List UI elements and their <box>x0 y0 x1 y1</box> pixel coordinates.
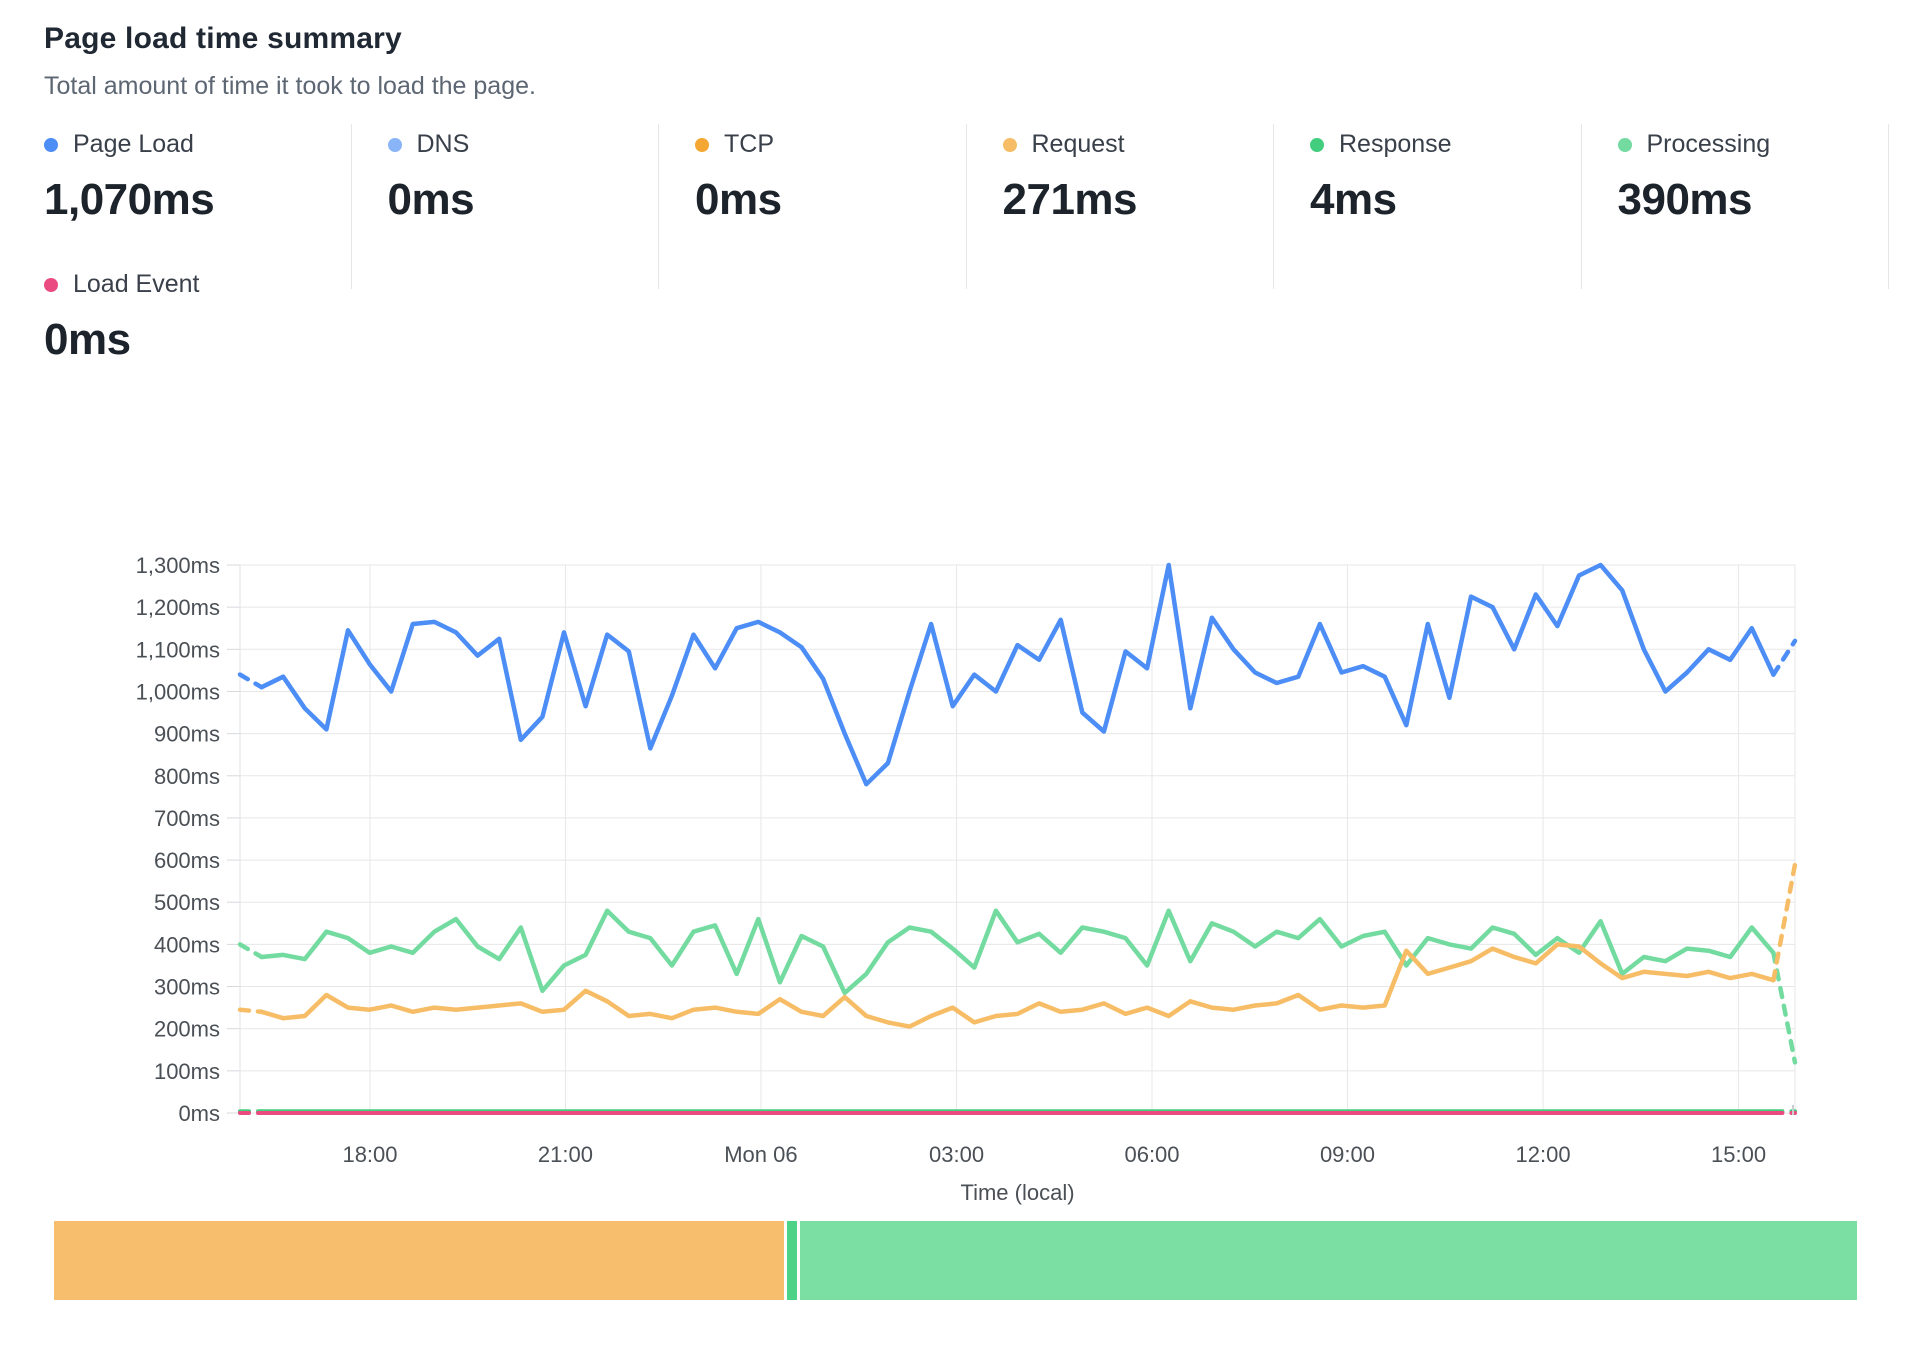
series-processing <box>259 908 1776 996</box>
processing-legend-dot-icon <box>1617 137 1632 152</box>
y-tick-label: 1,200ms <box>136 595 220 620</box>
metric-value: 0ms <box>695 175 782 224</box>
x-tick-label: 12:00 <box>1516 1142 1571 1167</box>
metric-page-load[interactable]: Page Load 1,070ms <box>44 124 352 289</box>
series-page-load-start-dash <box>237 672 264 690</box>
metric-dns[interactable]: DNS 0ms <box>352 124 659 289</box>
metric-label: Processing <box>1646 130 1771 158</box>
page-subtitle: Total amount of time it took to load the… <box>44 72 536 100</box>
metric-label: Load Event <box>73 270 200 298</box>
metric-label: Request <box>1031 130 1125 158</box>
metric-load-event[interactable]: Load Event 0ms <box>44 264 352 365</box>
metric-tcp[interactable]: TCP 0ms <box>659 124 967 289</box>
chart-svg[interactable]: 0ms 100ms 200ms 300ms 400ms 500ms 600ms 700ms 80… <box>0 430 1910 1220</box>
x-tick-label: 06:00 <box>1124 1142 1179 1167</box>
dns-legend-dot-icon <box>387 137 402 152</box>
breakdown-bar <box>54 1221 1858 1300</box>
x-tick-label: Mon 06 <box>724 1142 797 1167</box>
y-tick-label: 1,000ms <box>136 679 220 704</box>
page-load-legend-dot-icon <box>44 137 58 152</box>
metric-label: DNS <box>416 130 470 158</box>
y-tick-label: 800ms <box>154 764 220 789</box>
y-tick-label: 1,100ms <box>136 637 220 662</box>
y-tick-label: 900ms <box>154 722 220 747</box>
tcp-legend-dot-icon <box>695 137 709 152</box>
breakdown-segment-request <box>54 1221 784 1300</box>
metric-processing[interactable]: Processing 390ms <box>1582 124 1889 289</box>
x-tick-label: 18:00 <box>342 1142 397 1167</box>
metric-response[interactable]: Response 4ms <box>1274 124 1582 289</box>
metric-value: 271ms <box>1002 175 1138 224</box>
metrics-legend-row-2: Load Event 0ms <box>44 264 352 404</box>
series-request-end-dash <box>1771 862 1798 983</box>
y-tick-label: 0ms <box>178 1101 220 1126</box>
breakdown-segment-response <box>786 1221 798 1300</box>
response-legend-dot-icon <box>1310 137 1324 152</box>
series-request <box>259 942 1776 1029</box>
y-tick-label: 200ms <box>154 1017 220 1042</box>
metric-value: 0ms <box>44 315 131 364</box>
x-axis-title: Time (local) <box>960 1180 1074 1205</box>
page-title: Page load time summary <box>44 22 402 55</box>
metrics-legend-row: Page Load 1,070ms DNS 0ms TCP 0ms Request 271ms… <box>44 124 1889 289</box>
breakdown-segment-processing <box>800 1221 1858 1300</box>
y-tick-label: 300ms <box>154 975 220 1000</box>
metric-label: Page Load <box>73 130 194 158</box>
metric-label: TCP <box>724 130 774 158</box>
series-processing-end-dash <box>1771 950 1798 1065</box>
y-tick-label: 600ms <box>154 848 220 873</box>
load-event-legend-dot-icon <box>44 277 58 292</box>
series-page-load <box>259 562 1776 787</box>
y-tick-label: 500ms <box>154 890 220 915</box>
x-tick-label: 03:00 <box>929 1142 984 1167</box>
x-tick-label: 09:00 <box>1320 1142 1375 1167</box>
metric-value: 0ms <box>387 175 475 224</box>
metric-request[interactable]: Request 271ms <box>967 124 1274 289</box>
series-request-start-dash <box>237 1007 264 1015</box>
y-tick-label: 1,300ms <box>136 553 220 578</box>
x-tick-label: 15:00 <box>1711 1142 1766 1167</box>
metric-value: 4ms <box>1310 175 1397 224</box>
y-tick-label: 100ms <box>154 1059 220 1084</box>
metric-label: Response <box>1339 130 1452 158</box>
y-tick-label: 700ms <box>154 806 220 831</box>
chart-area[interactable]: 0ms 100ms 200ms 300ms 400ms 500ms 600ms 700ms 80… <box>0 430 1910 1220</box>
metric-value: 390ms <box>1617 175 1753 224</box>
y-tick-label: 400ms <box>154 932 220 957</box>
series-page-load-end-dash <box>1771 638 1798 677</box>
x-tick-label: 21:00 <box>538 1142 593 1167</box>
metric-value: 1,070ms <box>44 175 215 224</box>
series-processing-start-dash <box>237 942 264 960</box>
request-legend-dot-icon <box>1002 137 1017 152</box>
